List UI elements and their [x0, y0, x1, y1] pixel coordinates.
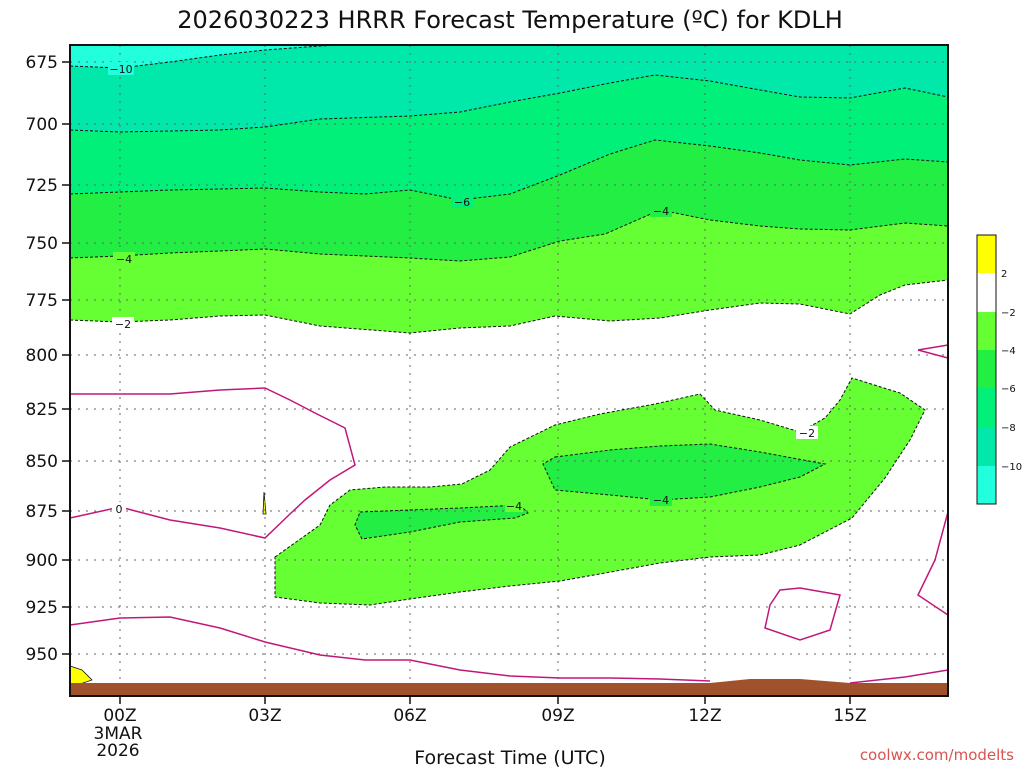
colorbar-swatch-2-to-4	[977, 235, 996, 273]
colorbar-swatch-below-minus10	[977, 466, 996, 504]
x-date-day: 3MAR	[94, 724, 143, 744]
band-below-minus10	[70, 45, 340, 68]
colorbar-label-minus10: −10	[1001, 462, 1022, 473]
x-date-year: 2026	[96, 741, 139, 761]
contour-labels: −10 −6 −4 −4 −2 0 −4 −4 −2	[108, 62, 818, 516]
y-tick-675: 675	[26, 53, 58, 73]
colorbar-swatch-minus4-to-minus2	[977, 312, 996, 350]
contour-label-minus4-lower-east: −4	[653, 494, 669, 507]
contour-label-minus2-upper: −2	[115, 318, 131, 331]
plot-area: −10 −6 −4 −4 −2 0 −4 −4 −2	[70, 45, 948, 696]
y-tick-725: 725	[26, 176, 58, 196]
y-tick-700: 700	[26, 115, 58, 135]
colorbar-label-2: 2	[1001, 269, 1007, 280]
x-tick-15z: 15Z	[833, 706, 866, 726]
colorbar-swatch-minus2-to-2	[977, 273, 996, 312]
lower-band-minus4-to-minus6-east	[543, 444, 825, 500]
y-tick-800: 800	[26, 346, 58, 366]
x-tick-03z: 03Z	[248, 706, 281, 726]
colorbar-swatch-minus10-to-minus8	[977, 427, 996, 466]
contour-label-minus4-lower-west: −4	[506, 500, 522, 513]
y-tick-925: 925	[26, 598, 58, 618]
y-tick-875: 875	[26, 502, 58, 522]
contour-label-minus4-upper-west: −4	[116, 253, 132, 266]
contour-lines-dashed	[70, 45, 948, 606]
y-tick-750: 750	[26, 234, 58, 254]
zero-degree-contours	[70, 344, 948, 684]
colorbar-label-minus2: −2	[1001, 308, 1016, 319]
y-tick-950: 950	[26, 645, 58, 665]
colorbar-label-minus4: −4	[1001, 346, 1016, 357]
y-tick-labels: 675 700 725 750 775 800 825 850 875 900 …	[26, 53, 58, 665]
x-tick-labels: 00Z 03Z 06Z 09Z 12Z 15Z 3MAR 2026	[94, 706, 867, 761]
colorbar: 2 −2 −4 −6 −8 −10	[976, 234, 1022, 505]
lower-band-minus4-to-minus6-west	[355, 505, 528, 539]
y-axis	[62, 61, 70, 655]
colorbar-label-minus8: −8	[1001, 423, 1016, 434]
contour-label-zero: 0	[116, 503, 123, 516]
plot-frame	[69, 44, 949, 697]
x-tick-00z: 00Z	[103, 706, 136, 726]
y-tick-850: 850	[26, 452, 58, 472]
y-tick-825: 825	[26, 400, 58, 420]
contour-label-minus2-lower: −2	[799, 427, 815, 440]
x-tick-12z: 12Z	[688, 706, 721, 726]
y-tick-900: 900	[26, 551, 58, 571]
x-axis	[119, 696, 851, 704]
contour-label-minus6: −6	[454, 196, 470, 209]
chart-title: 2026030223 HRRR Forecast Temperature (ºC…	[177, 6, 843, 34]
colorbar-swatch-minus8-to-minus6	[977, 388, 996, 427]
colorbar-label-minus6: −6	[1001, 384, 1016, 395]
x-tick-06z: 06Z	[393, 706, 426, 726]
contour-label-minus10: −10	[109, 63, 132, 76]
x-axis-label: Forecast Time (UTC)	[414, 747, 605, 768]
x-tick-09z: 09Z	[541, 706, 574, 726]
ground-terrain	[70, 679, 948, 696]
colorbar-swatch-minus6-to-minus4	[977, 350, 996, 388]
credit-text: coolwx.com/modelts	[860, 746, 1014, 764]
band-minus8-to-minus10	[70, 45, 948, 132]
y-tick-775: 775	[26, 291, 58, 311]
contour-label-minus4-upper-east: −4	[653, 205, 669, 218]
warm-spot-surface	[70, 665, 93, 685]
